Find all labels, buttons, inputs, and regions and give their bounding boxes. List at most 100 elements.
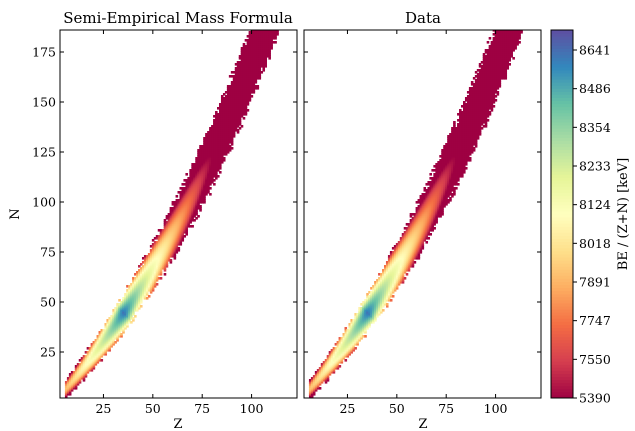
heatmap-cell (86, 361, 90, 364)
heatmap-cell (244, 53, 248, 56)
heatmap-cell (368, 317, 371, 320)
heatmap-cell (457, 177, 460, 180)
heatmap-cell (90, 367, 94, 370)
heatmap-cell (218, 141, 222, 144)
heatmap-cell (455, 145, 458, 148)
heatmap-cell (472, 139, 476, 142)
heatmap-cell (433, 211, 436, 214)
heatmap-cell (451, 189, 454, 192)
heatmap-cell (455, 165, 458, 168)
heatmap-cell (171, 235, 175, 238)
heatmap-cell (441, 191, 444, 194)
heatmap-cell (439, 205, 442, 208)
heatmap-cell (147, 283, 151, 286)
heatmap-cell (169, 209, 173, 212)
heatmap-cell (159, 273, 163, 276)
heatmap-cell (84, 363, 88, 366)
heatmap-cell (177, 221, 181, 224)
heatmap-cell (90, 355, 94, 358)
heatmap-cell (478, 83, 482, 86)
heatmap-cell (183, 217, 187, 220)
heatmap-cell (139, 269, 143, 272)
heatmap-cell (266, 49, 269, 52)
heatmap-cell (258, 27, 261, 30)
heatmap-cell (191, 169, 194, 172)
heatmap-cell (92, 355, 96, 358)
heatmap-cell (358, 331, 361, 334)
heatmap-cell (222, 129, 226, 132)
heatmap-cell (230, 71, 234, 74)
heatmap-cell (421, 233, 425, 236)
heatmap-cell (372, 299, 375, 302)
heatmap-cell (415, 231, 419, 234)
heatmap-cell (464, 163, 468, 166)
heatmap-cell (151, 279, 155, 282)
heatmap-cell (370, 293, 373, 296)
heatmap-cell (447, 191, 450, 194)
heatmap-cell (362, 319, 365, 322)
heatmap-cell (340, 337, 344, 340)
heatmap-cell (66, 389, 70, 392)
heatmap-cell (376, 313, 379, 316)
heatmap-cell (364, 305, 367, 308)
heatmap-cell (258, 35, 262, 38)
heatmap-cell (326, 355, 330, 358)
heatmap-cell (433, 177, 436, 180)
heatmap-cell (250, 71, 254, 74)
heatmap-cell (70, 389, 74, 392)
heatmap-cell (360, 317, 363, 320)
heatmap-cell (425, 207, 429, 210)
heatmap-cell (159, 253, 163, 256)
heatmap-cell (258, 65, 262, 68)
heatmap-cell (228, 117, 232, 120)
heatmap-cell (383, 273, 387, 276)
heatmap-cell (356, 335, 359, 338)
heatmap-cell (461, 117, 464, 120)
heatmap-cell (139, 275, 143, 278)
heatmap-cell (340, 351, 344, 354)
heatmap-cell (266, 47, 269, 50)
heatmap-cell (421, 195, 425, 198)
heatmap-cell (163, 249, 167, 252)
heatmap-cell (409, 239, 413, 242)
heatmap-cell (254, 69, 258, 72)
heatmap-cell (250, 47, 254, 50)
heatmap-cell (409, 231, 413, 234)
heatmap-cell (358, 319, 361, 322)
heatmap-cell (171, 209, 175, 212)
heatmap-cell (266, 31, 269, 34)
heatmap-cell (401, 243, 405, 246)
heatmap-cell (429, 181, 432, 184)
heatmap-cell (360, 335, 363, 338)
heatmap-cell (240, 97, 244, 100)
heatmap-cell (478, 113, 482, 116)
heatmap-cell (403, 269, 407, 272)
heatmap-cell (391, 253, 395, 256)
heatmap-cell (191, 201, 194, 204)
heatmap-cell (234, 79, 238, 82)
heatmap-cell (165, 225, 169, 228)
heatmap-cell (393, 275, 397, 278)
heatmap-cell (368, 295, 371, 298)
heatmap-cell (136, 271, 139, 274)
heatmap-cell (474, 81, 478, 84)
heatmap-cell (173, 207, 177, 210)
heatmap-cell (155, 275, 159, 278)
heatmap-cell (224, 139, 228, 142)
heatmap-cell (228, 123, 232, 126)
heatmap-cell (128, 301, 131, 304)
heatmap-cell (98, 341, 102, 344)
heatmap-cell (429, 219, 432, 222)
heatmap-cell (423, 219, 427, 222)
heatmap-cell (433, 165, 436, 168)
heatmap-cell (425, 199, 429, 202)
heatmap-cell (457, 135, 460, 138)
heatmap-cell (429, 199, 432, 202)
heatmap-cell (102, 329, 106, 332)
heatmap-cell (405, 265, 409, 268)
heatmap-cell (399, 253, 403, 256)
heatmap-cell (474, 121, 478, 124)
heatmap-cell (232, 133, 236, 136)
heatmap-cell (451, 135, 454, 138)
heatmap-cell (447, 177, 450, 180)
